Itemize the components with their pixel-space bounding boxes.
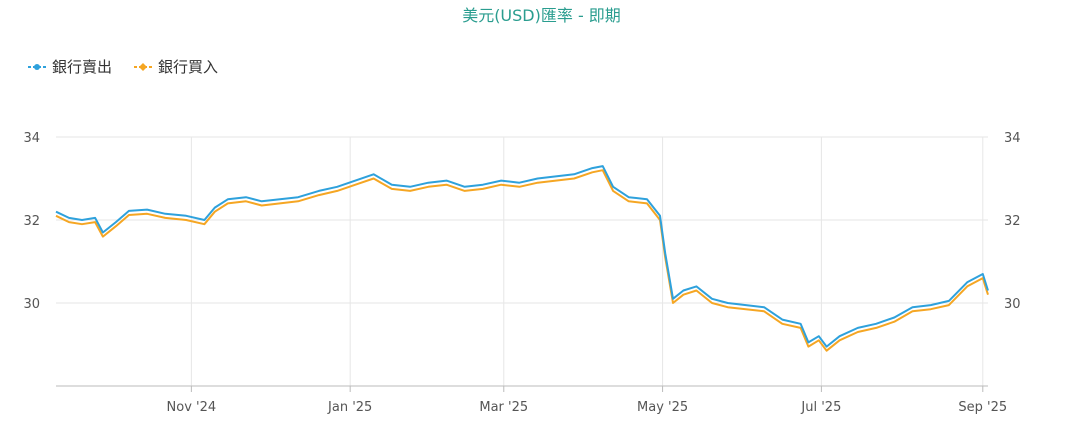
- chart-title: 美元(USD)匯率 - 即期: [462, 6, 621, 25]
- y-tick-label-left: 30: [23, 297, 40, 312]
- legend-label-sell: 銀行賣出: [52, 58, 113, 76]
- x-tick-label: Mar '25: [479, 400, 528, 415]
- y-tick-label-right: 32: [1004, 214, 1021, 229]
- legend-swatch-buy: [134, 62, 153, 71]
- y-tick-label-right: 30: [1004, 297, 1021, 312]
- x-tick-label: May '25: [637, 400, 688, 415]
- x-tick-label: Jan '25: [327, 400, 372, 415]
- y-tick-label-left: 34: [23, 131, 40, 146]
- series-line-buy: [55, 169, 989, 352]
- x-tick-label: Jul '25: [800, 400, 841, 415]
- legend-label-buy: 銀行買入: [158, 58, 219, 76]
- legend-item-buy[interactable]: 銀行買入: [134, 56, 218, 77]
- x-tick-label: Sep '25: [958, 400, 1007, 415]
- y-tick-label-left: 32: [23, 214, 40, 229]
- legend: 銀行賣出 銀行買入: [28, 56, 218, 77]
- y-tick-label-right: 34: [1004, 131, 1021, 146]
- series-line-sell: [55, 165, 989, 348]
- legend-item-sell[interactable]: 銀行賣出: [28, 56, 112, 77]
- x-tick-label: Nov '24: [167, 400, 217, 415]
- legend-swatch-sell: [28, 63, 46, 70]
